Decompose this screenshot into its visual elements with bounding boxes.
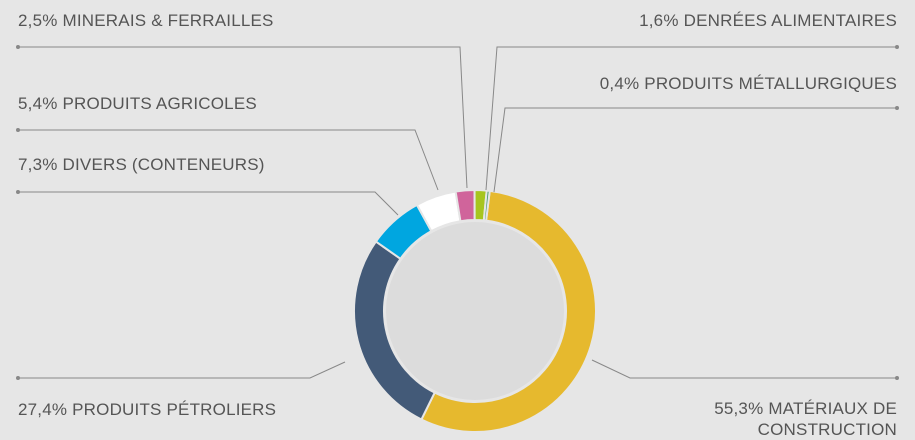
leader-dot (16, 376, 20, 380)
category-label: PRODUITS PÉTROLIERS (72, 400, 277, 419)
leader-line (485, 46, 897, 191)
category-label: DIVERS (CONTENEURS) (62, 155, 265, 174)
value-label: 0,4% (599, 74, 640, 93)
value-label: 7,3% (18, 155, 58, 174)
category-label: DENRÉES ALIMENTAIRES (683, 11, 897, 30)
leader-line (18, 191, 399, 216)
donut-center (386, 222, 564, 400)
value-label: 1,6% (639, 11, 679, 30)
category-label: MATÉRIAUX DE CONSTRUCTION (757, 399, 897, 439)
slice-label: 7,3% DIVERS (CONTENEURS) (18, 154, 265, 175)
value-label: 55,3% (714, 399, 764, 418)
leader-line (591, 359, 897, 379)
leader-dot (16, 190, 20, 194)
slice-label: 27,4% PRODUITS PÉTROLIERS (18, 399, 276, 420)
donut-segment (420, 189, 597, 433)
category-label: PRODUITS MÉTALLURGIQUES (644, 74, 897, 93)
slice-label: 0,4% PRODUITS MÉTALLURGIQUES (600, 73, 897, 94)
leader-dot (16, 45, 20, 49)
leader-line (493, 107, 897, 193)
category-label: MINERAIS & FERRAILLES (62, 11, 274, 30)
value-label: 27,4% (18, 400, 68, 419)
leader-line (18, 361, 346, 379)
slice-label: 55,3% MATÉRIAUX DE CONSTRUCTION (667, 398, 897, 440)
leader-line (18, 129, 439, 191)
category-label: PRODUITS AGRICOLES (62, 94, 257, 113)
value-label: 5,4% (18, 94, 58, 113)
slice-label: 1,6% DENRÉES ALIMENTAIRES (639, 10, 897, 31)
donut-segment (482, 189, 491, 222)
leader-dot (16, 128, 20, 132)
leader-dot (895, 106, 899, 110)
leader-dot (895, 45, 899, 49)
slice-label: 2,5% MINERAIS & FERRAILLES (18, 10, 274, 31)
slice-label: 5,4% PRODUITS AGRICOLES (18, 93, 257, 114)
value-label: 2,5% (18, 11, 58, 30)
leader-dot (895, 376, 899, 380)
leader-line (18, 46, 468, 189)
